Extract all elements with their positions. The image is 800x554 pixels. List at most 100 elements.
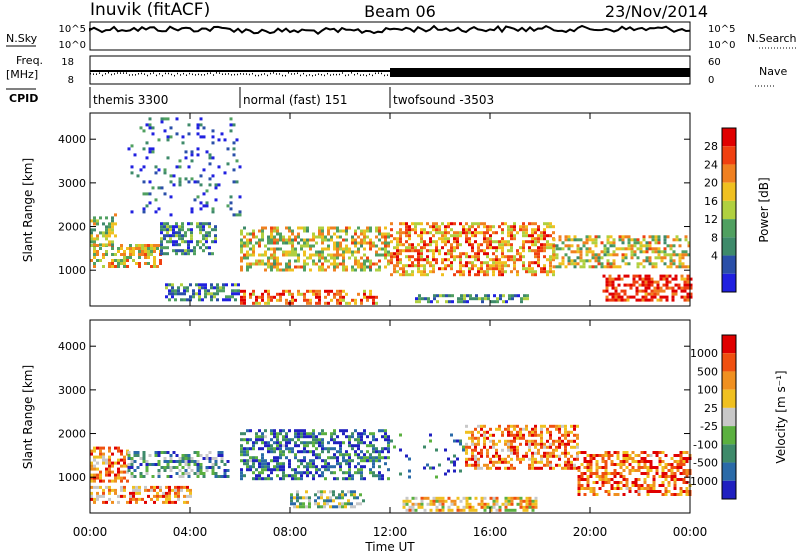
echo-cell	[534, 451, 537, 455]
echo-cell	[160, 246, 163, 250]
echo-cell	[577, 493, 581, 496]
echo-cell	[519, 255, 522, 259]
echo-cell	[154, 171, 158, 175]
echo-cell	[504, 460, 507, 464]
echo-cell	[264, 441, 267, 445]
echo-cell	[498, 246, 501, 250]
echo-cell	[471, 264, 474, 268]
echo-cell	[276, 438, 279, 442]
echo-cell	[196, 451, 200, 454]
echo-cell	[210, 283, 213, 287]
echo-cell	[330, 438, 333, 442]
echo-cell	[276, 441, 279, 445]
echo-cell	[387, 235, 390, 239]
echo-cell	[90, 228, 93, 232]
echo-cell	[644, 283, 648, 287]
echo-cell	[588, 259, 592, 263]
echo-cell	[511, 294, 514, 298]
echo-cell	[317, 490, 320, 494]
echo-cell	[591, 238, 595, 242]
echo-cell	[166, 231, 169, 235]
echo-cell	[243, 459, 246, 463]
echo-cell	[453, 463, 456, 467]
echo-cell	[674, 289, 678, 293]
echo-cell	[129, 244, 132, 247]
echo-cell	[378, 253, 381, 257]
echo-cell	[579, 256, 583, 260]
echo-cell	[105, 253, 108, 256]
echo-cell	[189, 494, 192, 498]
echo-cell	[555, 463, 558, 467]
echo-cell	[175, 243, 178, 247]
echo-cell	[456, 243, 459, 247]
echo-cell	[375, 250, 378, 254]
echo-cell	[333, 429, 336, 433]
echo-cell	[390, 228, 393, 232]
echo-cell	[157, 469, 161, 472]
echo-cell	[90, 479, 93, 483]
echo-cell	[205, 231, 208, 235]
echo-cell	[463, 300, 466, 304]
echo-cell	[552, 439, 555, 443]
echo-cell	[492, 258, 495, 262]
echo-cell	[130, 460, 134, 463]
echo-cell	[111, 243, 114, 247]
nave-dot	[90, 72, 91, 75]
echo-cell	[498, 427, 501, 431]
echo-cell	[267, 241, 270, 245]
echo-cell	[160, 252, 163, 256]
echo-cell	[540, 243, 543, 247]
echo-cell	[108, 228, 111, 232]
echo-cell	[339, 462, 342, 466]
echo-cell	[438, 228, 441, 232]
echo-cell	[363, 429, 366, 433]
echo-cell	[522, 457, 525, 461]
echo-cell	[163, 252, 166, 256]
echo-cell	[187, 132, 191, 136]
echo-cell	[646, 460, 650, 463]
echo-cell	[375, 262, 378, 266]
echo-cell	[510, 445, 513, 449]
echo-cell	[384, 232, 387, 236]
echo-cell	[327, 450, 330, 454]
echo-cell	[516, 231, 519, 235]
echo-cell	[93, 446, 96, 450]
echo-cell	[300, 450, 303, 454]
echo-cell	[323, 502, 326, 506]
echo-cell	[318, 295, 321, 299]
echo-cell	[339, 289, 342, 293]
echo-cell	[528, 442, 531, 446]
echo-cell	[169, 234, 172, 238]
echo-cell	[444, 499, 448, 503]
echo-cell	[303, 432, 306, 436]
echo-cell	[679, 457, 683, 460]
echo-cell	[312, 465, 315, 469]
echo-cell	[372, 438, 375, 442]
echo-cell	[172, 225, 175, 229]
echo-cell	[471, 433, 474, 437]
echo-cell	[90, 234, 93, 238]
echo-cell	[145, 156, 149, 160]
station-title: Inuvik (fitACF)	[90, 0, 210, 20]
echo-cell	[183, 500, 186, 504]
echo-cell	[294, 250, 297, 254]
echo-cell	[604, 481, 608, 484]
echo-cell	[549, 225, 552, 229]
echo-cell	[238, 165, 242, 169]
echo-cell	[549, 445, 552, 449]
echo-cell	[306, 468, 309, 472]
echo-cell	[543, 249, 546, 253]
echo-cell	[357, 435, 360, 439]
echo-cell	[465, 255, 468, 259]
echo-cell	[324, 238, 327, 242]
echo-cell	[567, 460, 570, 464]
echo-cell	[327, 259, 330, 263]
echo-cell	[333, 295, 336, 299]
echo-cell	[153, 259, 156, 262]
echo-cell	[570, 463, 573, 467]
echo-cell	[628, 457, 632, 460]
echo-cell	[543, 454, 546, 458]
echo-cell	[598, 475, 602, 478]
echo-cell	[507, 264, 510, 268]
echo-cell	[498, 454, 501, 458]
